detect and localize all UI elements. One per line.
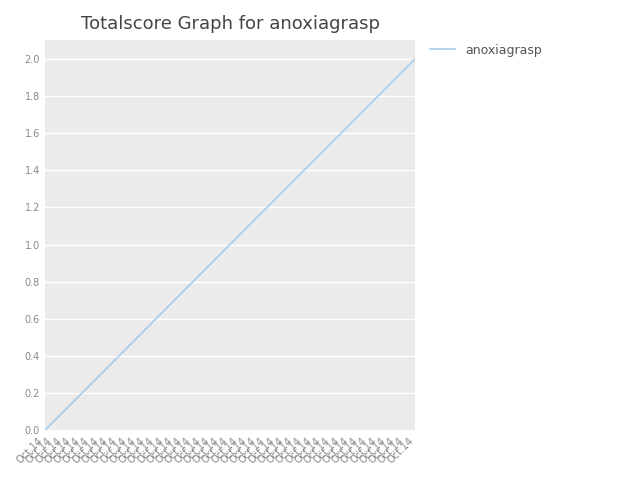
anoxiagrasp <box>273 195 280 201</box>
anoxiagrasp <box>68 399 76 405</box>
anoxiagrasp <box>134 335 141 340</box>
anoxiagrasp <box>50 418 58 424</box>
anoxiagrasp <box>78 390 86 396</box>
anoxiagrasp <box>374 93 382 99</box>
anoxiagrasp <box>328 139 336 145</box>
anoxiagrasp <box>347 121 355 127</box>
anoxiagrasp <box>282 186 289 192</box>
anoxiagrasp <box>319 149 326 155</box>
anoxiagrasp <box>244 223 252 229</box>
anoxiagrasp <box>337 130 345 136</box>
anoxiagrasp <box>41 428 49 433</box>
anoxiagrasp <box>152 316 160 322</box>
anoxiagrasp <box>106 362 113 368</box>
anoxiagrasp <box>300 168 308 173</box>
anoxiagrasp <box>180 288 188 294</box>
anoxiagrasp <box>97 372 104 377</box>
anoxiagrasp <box>124 344 132 349</box>
anoxiagrasp <box>161 307 169 312</box>
Title: Totalscore Graph for anoxiagrasp: Totalscore Graph for anoxiagrasp <box>81 15 380 33</box>
anoxiagrasp <box>393 74 401 80</box>
anoxiagrasp <box>356 111 364 117</box>
anoxiagrasp <box>217 251 225 257</box>
anoxiagrasp <box>254 214 262 219</box>
anoxiagrasp <box>383 84 391 89</box>
anoxiagrasp <box>60 409 67 415</box>
anoxiagrasp <box>87 381 95 387</box>
anoxiagrasp <box>171 298 179 303</box>
anoxiagrasp <box>263 204 271 210</box>
anoxiagrasp <box>207 260 215 266</box>
anoxiagrasp <box>236 232 243 238</box>
anoxiagrasp <box>291 177 299 182</box>
anoxiagrasp <box>310 158 317 164</box>
anoxiagrasp <box>198 269 206 275</box>
Legend: anoxiagrasp: anoxiagrasp <box>425 38 547 61</box>
anoxiagrasp <box>189 279 197 285</box>
Line: anoxiagrasp: anoxiagrasp <box>45 59 415 431</box>
anoxiagrasp <box>115 353 123 359</box>
anoxiagrasp <box>143 325 150 331</box>
anoxiagrasp <box>226 241 234 247</box>
anoxiagrasp <box>412 56 419 61</box>
anoxiagrasp <box>402 65 410 71</box>
anoxiagrasp <box>365 102 372 108</box>
